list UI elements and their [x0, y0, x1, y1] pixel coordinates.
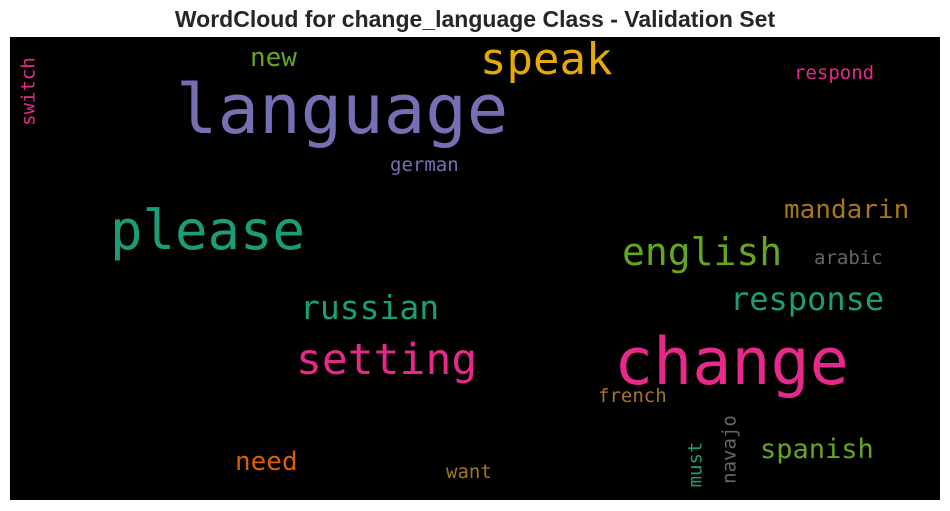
word-russian: russian: [300, 288, 440, 327]
word-respond: respond: [794, 62, 875, 84]
word-french: french: [598, 385, 667, 407]
word-language: language: [176, 70, 509, 150]
word-must: must: [684, 441, 707, 488]
word-german: german: [390, 154, 459, 176]
word-speak: speak: [480, 37, 613, 85]
word-want: want: [446, 461, 492, 483]
word-need: need: [235, 447, 298, 477]
word-navajo: navajo: [718, 415, 741, 484]
word-mandarin: mandarin: [784, 195, 910, 225]
word-change: change: [614, 325, 849, 400]
wordcloud-canvas: language change please speak setting eng…: [10, 37, 940, 500]
word-response: response: [730, 280, 885, 318]
word-english: english: [622, 230, 783, 274]
word-spanish: spanish: [760, 434, 874, 465]
figure-title: WordCloud for change_language Class - Va…: [174, 6, 776, 32]
word-new: new: [250, 43, 297, 73]
word-switch: switch: [17, 57, 40, 126]
word-please: please: [110, 199, 306, 262]
word-setting: setting: [296, 335, 478, 385]
word-arabic: arabic: [814, 247, 883, 269]
